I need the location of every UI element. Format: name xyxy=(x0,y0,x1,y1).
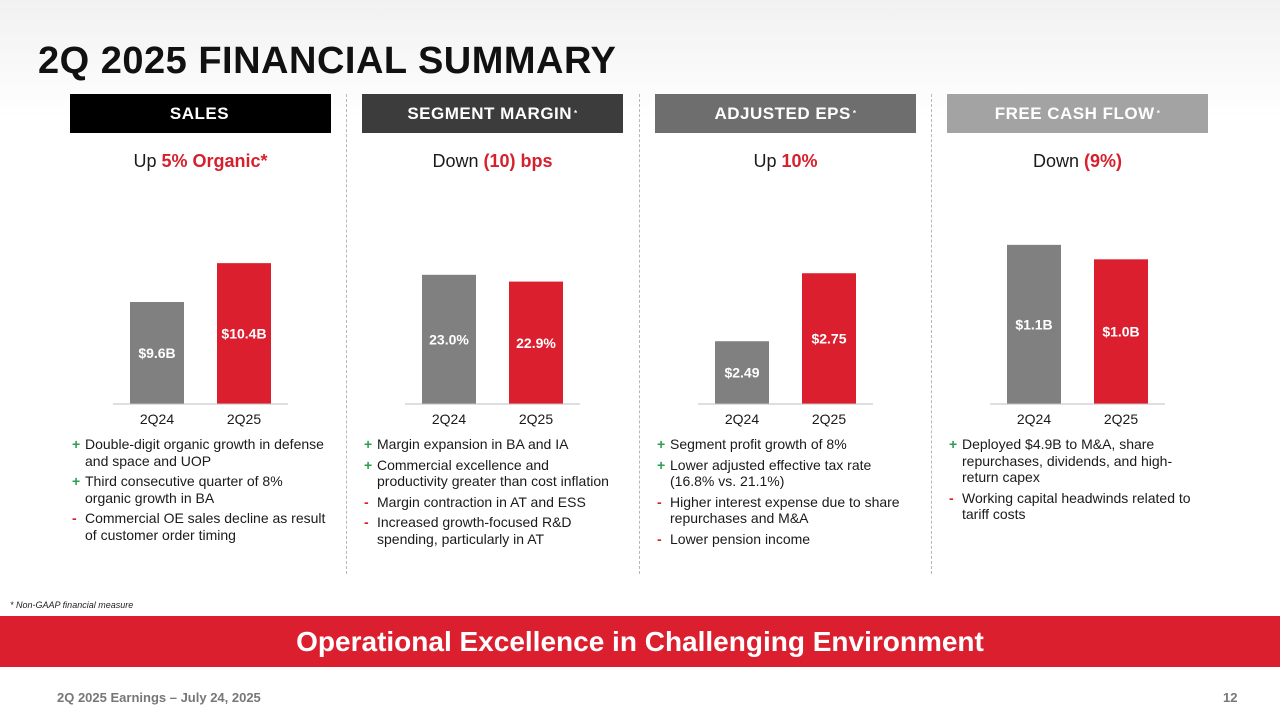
bullet-item: - Higher interest expense due to share re… xyxy=(655,494,916,527)
column-header: ADJUSTED EPS * xyxy=(655,94,916,133)
column-sales: SALES Up 5% Organic* $9.6B 2Q24 $10.4B 2Q25… xyxy=(70,94,331,574)
bullet-item: + Deployed $4.9B to M&A, share repurchase… xyxy=(947,436,1208,486)
bullet-item: - Lower pension income xyxy=(655,531,916,548)
bullet-text: Higher interest expense due to share rep… xyxy=(670,493,900,527)
data-label: 22.9% xyxy=(516,335,556,351)
column-divider xyxy=(346,94,347,574)
bullet-item: - Increased growth-focused R&D spending, … xyxy=(362,514,623,547)
x-tick-label: 2Q24 xyxy=(725,411,759,427)
data-label: $1.1B xyxy=(1015,316,1052,332)
data-label: $1.0B xyxy=(1102,324,1139,340)
data-label: $2.75 xyxy=(811,331,846,347)
column-subtitle: Down (10) bps xyxy=(432,151,553,171)
bullet-sign: - xyxy=(657,493,662,510)
x-tick-label: 2Q24 xyxy=(432,411,466,427)
bullet-item: - Commercial OE sales decline as result o… xyxy=(70,510,331,543)
bar-chart: $1.1B 2Q24 $1.0B 2Q25 xyxy=(990,244,1165,427)
column-free-cash-flow: FREE CASH FLOW * Down (9%) $1.1B 2Q24 $1.0B… xyxy=(947,94,1208,574)
bullet-text: Commercial excellence and productivity g… xyxy=(377,456,609,490)
bullet-sign: + xyxy=(364,436,373,452)
bullet-item: - Margin contraction in AT and ESS xyxy=(362,494,623,511)
bullet-sign: + xyxy=(364,456,373,473)
bullet-sign: + xyxy=(949,436,958,452)
bar-2q25 xyxy=(509,281,563,404)
bar-2q24 xyxy=(130,302,184,404)
bullet-item: + Commercial excellence and productivity … xyxy=(362,457,623,490)
bullet-item: - Working capital headwinds related to ta… xyxy=(947,490,1208,523)
bullet-item: + Margin expansion in BA and IA xyxy=(362,436,623,453)
column-header: FREE CASH FLOW * xyxy=(947,94,1208,133)
bullet-text: Margin contraction in AT and ESS xyxy=(377,493,586,510)
column-subtitle: Up 10% xyxy=(753,151,818,171)
column-divider xyxy=(639,94,640,574)
data-label: $9.6B xyxy=(138,345,175,361)
bar-chart: $2.49 2Q24 $2.75 2Q25 xyxy=(698,273,873,427)
footnote: * Non-GAAP financial measure xyxy=(10,600,134,610)
bullet-sign: - xyxy=(949,489,954,506)
x-tick-label: 2Q25 xyxy=(1104,411,1138,427)
bullet-sign: + xyxy=(72,473,81,489)
bullet-sign: - xyxy=(657,530,662,547)
bullet-sign: - xyxy=(364,514,369,530)
column-divider xyxy=(931,94,932,574)
bullet-list: + Segment profit growth of 8% + Lower adjus… xyxy=(655,436,916,551)
bullet-text: Lower adjusted effective tax rate (16.8%… xyxy=(670,456,872,490)
column-adjusted-eps: ADJUSTED EPS * Up 10% $2.49 2Q24 $2.75 2Q25 … xyxy=(655,94,916,574)
footer-event: 2Q 2025 Earnings – July 24, 2025 xyxy=(57,690,261,705)
x-tick-label: 2Q24 xyxy=(1017,411,1051,427)
bullet-text: Third consecutive quarter of 8% organic … xyxy=(85,473,283,506)
bullet-item: + Segment profit growth of 8% xyxy=(655,436,916,453)
bar-chart: 23.0% 2Q24 22.9% 2Q25 xyxy=(405,274,580,427)
data-label: $10.4B xyxy=(221,326,266,342)
bar-chart: $9.6B 2Q24 $10.4B 2Q25 xyxy=(113,263,288,427)
bullet-item: + Lower adjusted effective tax rate (16.8… xyxy=(655,457,916,490)
bar-2q25 xyxy=(217,263,271,404)
bullet-text: Commercial OE sales decline as result of… xyxy=(85,510,326,543)
bar-2q24 xyxy=(715,341,769,404)
x-tick-label: 2Q25 xyxy=(519,411,553,427)
bullet-item: + Double-digit organic growth in defense … xyxy=(70,436,331,469)
column-header: SEGMENT MARGIN * xyxy=(362,94,623,133)
bullet-text: Double-digit organic growth in defense a… xyxy=(85,436,324,469)
bullet-text: Working capital headwinds related to tar… xyxy=(962,489,1191,523)
x-tick-label: 2Q24 xyxy=(140,411,174,427)
column-header: SALES xyxy=(70,94,331,133)
bar-2q24 xyxy=(1007,244,1061,404)
bullet-text: Segment profit growth of 8% xyxy=(670,436,847,452)
bullet-list: + Margin expansion in BA and IA + Commercia… xyxy=(362,436,623,551)
banner: Operational Excellence in Challenging En… xyxy=(0,616,1280,667)
bullet-list: + Double-digit organic growth in defense … xyxy=(70,436,331,547)
bullet-text: Lower pension income xyxy=(670,530,811,547)
column-subtitle: Down (9%) xyxy=(1032,151,1123,171)
bullet-text: Deployed $4.9B to M&A, share repurchases… xyxy=(962,436,1173,485)
bullet-sign: - xyxy=(364,493,369,510)
column-subtitle: Up 5% Organic* xyxy=(133,151,268,171)
page-title: 2Q 2025 FINANCIAL SUMMARY xyxy=(38,40,617,82)
bullet-sign: + xyxy=(72,436,81,452)
x-tick-label: 2Q25 xyxy=(812,411,846,427)
bar-2q25 xyxy=(1094,259,1148,404)
bullet-text: Increased growth-focused R&D spending, p… xyxy=(377,514,572,547)
data-label: 23.0% xyxy=(429,331,469,347)
x-tick-label: 2Q25 xyxy=(227,411,261,427)
data-label: $2.49 xyxy=(724,365,759,381)
bar-2q24 xyxy=(422,274,476,404)
bullet-sign: + xyxy=(657,456,666,473)
bullet-sign: - xyxy=(72,510,77,526)
page-number: 12 xyxy=(1223,690,1238,705)
bullet-sign: + xyxy=(657,436,666,452)
bullet-list: + Deployed $4.9B to M&A, share repurchase… xyxy=(947,436,1208,527)
bullet-text: Margin expansion in BA and IA xyxy=(377,436,569,452)
bar-2q25 xyxy=(802,273,856,404)
column-segment-margin: SEGMENT MARGIN * Down (10) bps 23.0% 2Q24 2… xyxy=(362,94,623,574)
bullet-item: + Third consecutive quarter of 8% organic… xyxy=(70,473,331,506)
